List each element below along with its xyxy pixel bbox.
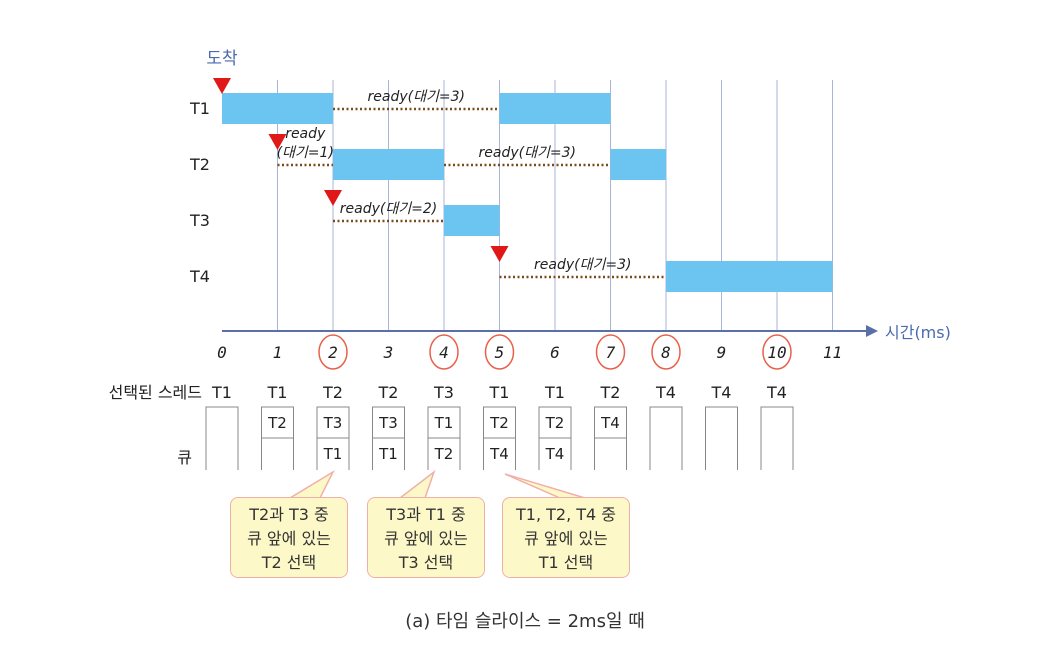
tick-label-8: 8 [661,343,671,362]
queue-label: 큐 [177,448,192,467]
callout-2: T3과 T1 중 큐 앞에 있는 T3 선택 [367,497,485,578]
wait-label-T1: ready(대기=3) [368,89,465,105]
run-bar-T4 [666,261,833,292]
tick-label-4: 4 [439,343,449,362]
tick-label-6: 6 [550,343,560,362]
tick-label-3: 3 [383,343,394,362]
thread-label-T2: T2 [189,155,210,174]
callout-pointer-3 [504,473,586,499]
queue-box-8 [649,406,683,470]
selected-thread-9: T4 [711,383,732,402]
thread-label-T1: T1 [189,99,210,118]
axis-arrow-icon [866,325,878,337]
callout-1: T2과 T3 중 큐 앞에 있는 T2 선택 [230,497,348,578]
wait-label-T3: ready(대기=2) [340,201,437,217]
arrival-arrow-icon [213,78,231,94]
selected-thread-8: T4 [655,383,676,402]
selected-thread-6: T1 [544,383,565,402]
queue-item: T1 [378,445,398,463]
queue-item: T3 [323,414,343,432]
selected-thread-0: T1 [211,383,232,402]
axis-label: 시간(ms) [885,323,951,342]
tick-label-0: 0 [217,343,227,362]
queue-item: T2 [434,445,454,463]
selected-thread-4: T3 [433,383,454,402]
tick-label-11: 11 [823,343,842,362]
tick-label-2: 2 [328,343,338,362]
callout-3: T1, T2, T4 중 큐 앞에 있는 T1 선택 [502,497,630,578]
queue-item: T2 [489,414,509,432]
run-bar-T3 [444,205,500,236]
queue-item: T4 [545,445,565,463]
selected-thread-5: T1 [489,383,510,402]
callout-pointer-2 [397,469,436,499]
queue-item: T4 [489,445,509,463]
arrival-arrow-icon [324,190,342,206]
selected-thread-label: 선택된 스레드 [109,383,202,402]
callout-3-line-1: T1, T2, T4 중 [515,505,616,524]
arrival-arrow-icon [268,134,287,150]
run-bar-T2 [333,149,444,180]
queue-item: T1 [434,414,454,432]
wait-label-T2: ready(대기=3) [479,145,576,161]
thread-label-T4: T4 [189,267,210,286]
queue-box-0 [205,406,239,470]
callout-3-line-2: 큐 앞에 있는 [524,529,608,548]
tick-circle-10 [762,334,792,370]
wait-label-T2: (대기=1) [277,145,334,161]
run-bar-T1 [499,93,611,124]
tick-label-9: 9 [717,343,727,362]
callout-3-line-3: T1 선택 [538,553,594,572]
tick-circle-8 [651,334,681,370]
arrival-arrow-icon [490,246,509,262]
tick-circle-5 [484,334,515,370]
queue-item: T3 [378,414,398,432]
callout-2-line-2: 큐 앞에 있는 [384,529,468,548]
caption: (a) 타임 슬라이스 = 2ms일 때 [405,611,645,632]
thread-label-T3: T3 [189,211,210,230]
selected-thread-3: T2 [378,383,399,402]
run-bar-T1 [222,93,333,124]
arrival-label: 도착 [206,49,238,69]
tick-circle-2 [318,334,348,370]
callout-pointer-1 [287,470,335,499]
queue-box-9 [705,406,738,470]
tick-label-5: 5 [495,343,505,362]
wait-label-T4: ready(대기=3) [534,257,631,273]
callout-2-line-3: T3 선택 [398,553,454,572]
selected-thread-2: T2 [322,383,343,402]
selected-thread-7: T2 [600,383,621,402]
callout-1-line-1: T2과 T3 중 [249,505,329,524]
tick-circle-7 [595,334,626,370]
wait-label-T2: ready [285,126,326,142]
callout-2-line-1: T3과 T1 중 [386,505,466,524]
tick-label-1: 1 [273,343,283,362]
tick-label-7: 7 [606,343,616,362]
queue-item: T4 [600,414,620,432]
tick-circle-4 [429,334,459,370]
selected-thread-10: T4 [766,383,787,402]
queue-item: T2 [545,414,565,432]
queue-item: T1 [323,445,343,463]
queue-box-10 [760,406,794,470]
queue-item: T2 [267,414,287,432]
selected-thread-1: T1 [267,383,288,402]
tick-label-10: 10 [767,343,786,362]
callout-1-line-2: 큐 앞에 있는 [247,529,331,548]
run-bar-T2 [610,149,666,180]
callout-1-line-3: T2 선택 [261,553,317,572]
